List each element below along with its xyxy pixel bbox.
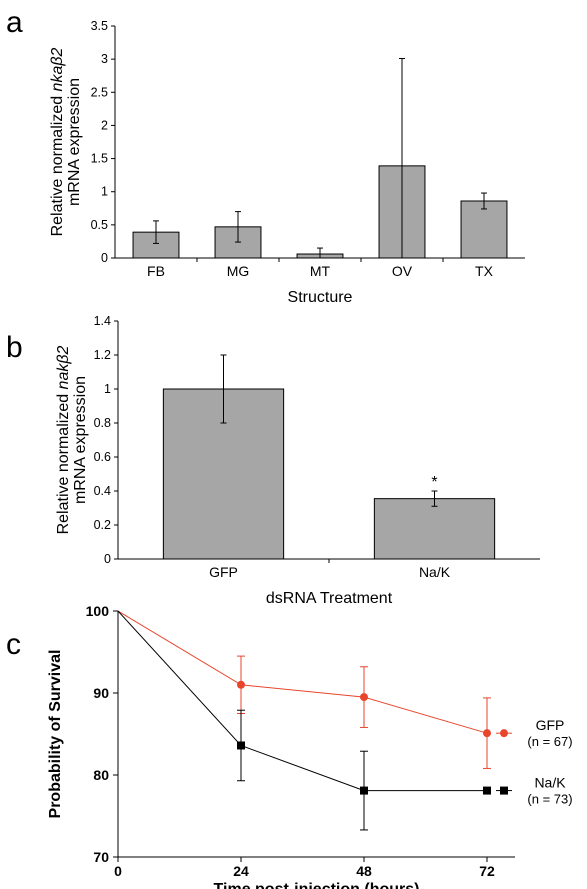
- y-tick-label: 0.8: [94, 416, 111, 430]
- y-tick-label: 1: [101, 185, 108, 199]
- y-axis-label-text: Relative normalized: [55, 389, 72, 534]
- legend-label-nak: Na/K: [534, 775, 566, 791]
- bar-tx: [460, 200, 508, 259]
- bar-chart-b: 0 0.2 0.4 0.6 0.8 1 1.2 1.4 GFP Na/K * dsRNA Treatm…: [55, 314, 540, 607]
- y-tick-label: 0: [101, 251, 108, 265]
- x-axis-label: Structure: [288, 289, 353, 306]
- y-axis-label: Relative normalized nakβ2: [55, 346, 72, 535]
- x-tick-label: 24: [233, 863, 249, 879]
- legend-marker-nak: [500, 786, 508, 795]
- y-tick-label: 2.5: [91, 85, 108, 99]
- x-tick-label: 48: [356, 863, 372, 879]
- y-axis-label-text: Relative normalized: [49, 91, 66, 236]
- y-axis-label-gene: nkaβ2: [49, 48, 66, 92]
- x-axis-label: Time post-injection (hours): [214, 881, 420, 889]
- y-tick-label: 90: [93, 685, 109, 701]
- y-tick-label: 3: [101, 52, 108, 66]
- x-tick-label: FB: [147, 263, 165, 279]
- significance-annotation: *: [431, 474, 437, 491]
- x-axis-label: dsRNA Treatment: [266, 590, 393, 607]
- y-tick-label: 0.2: [94, 518, 111, 532]
- legend-label-gfp: GFP: [536, 717, 565, 733]
- y-tick-label: 0.4: [94, 484, 111, 498]
- y-tick-label: 2: [101, 118, 108, 132]
- x-tick-label: GFP: [209, 564, 238, 580]
- y-axis-label: Probability of Survival: [47, 650, 64, 819]
- point-nak: [483, 786, 491, 795]
- y-tick-label: 1.2: [94, 348, 111, 362]
- panel-letter-a: a: [6, 6, 23, 39]
- y-tick-label: 0.5: [91, 218, 108, 232]
- bar-fb: [132, 231, 180, 259]
- x-tick-label: MG: [227, 263, 250, 279]
- panel-letter-c: c: [6, 628, 21, 661]
- y-tick-label: 0: [104, 552, 111, 566]
- x-tick-label: Na/K: [419, 564, 451, 580]
- bar-chart-a: 0 0.5 1 1.5 2 2.5 3 3.5 FB MG MT OV TX Structure Relat…: [49, 19, 525, 306]
- y-tick-label: 1: [104, 382, 111, 396]
- legend-n-gfp: (n = 67): [527, 734, 572, 749]
- x-tick-label: 0: [114, 863, 122, 879]
- y-tick-label: 70: [93, 849, 109, 865]
- legend-marker-gfp: [500, 729, 508, 738]
- point-gfp: [483, 729, 491, 738]
- y-axis-label: Relative normalized nkaβ2: [49, 48, 66, 237]
- y-axis-label-line2: mRNA expression: [72, 376, 89, 504]
- y-tick-label: 1.5: [91, 152, 108, 166]
- x-tick-label: TX: [475, 263, 494, 279]
- point-nak: [360, 786, 368, 795]
- y-tick-label: 3.5: [91, 19, 108, 33]
- y-axis-label-gene: nakβ2: [55, 346, 72, 390]
- x-tick-label: OV: [392, 263, 413, 279]
- y-tick-label: 1.4: [94, 314, 111, 328]
- series-line-gfp: [117, 610, 488, 734]
- x-tick-label: MT: [310, 263, 331, 279]
- point-gfp: [237, 680, 245, 689]
- y-tick-label: 80: [93, 767, 109, 783]
- panel-letter-b: b: [6, 331, 23, 364]
- y-tick-label: 100: [86, 603, 110, 619]
- x-tick-label: 72: [479, 863, 495, 879]
- series-line-nak: [117, 610, 487, 792]
- bar-nak: [373, 498, 496, 560]
- point-nak: [237, 741, 245, 750]
- y-axis-label-line2: mRNA expression: [66, 78, 83, 206]
- legend-n-nak: (n = 73): [527, 792, 572, 807]
- survival-chart-c: 70 80 90 100 0 24 48 72 Time post-injection (hou…: [47, 603, 573, 889]
- point-gfp: [360, 693, 368, 702]
- y-tick-label: 0.6: [94, 450, 111, 464]
